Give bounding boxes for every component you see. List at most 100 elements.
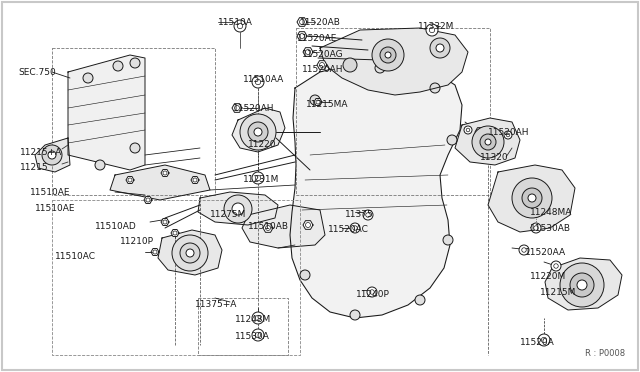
Circle shape	[42, 145, 62, 165]
Circle shape	[443, 235, 453, 245]
Polygon shape	[488, 165, 575, 232]
Text: 11220: 11220	[248, 140, 276, 149]
Circle shape	[504, 131, 512, 139]
Text: 11530AB: 11530AB	[530, 224, 571, 233]
Text: 11520AB: 11520AB	[300, 18, 341, 27]
Polygon shape	[144, 196, 152, 203]
Circle shape	[415, 295, 425, 305]
Circle shape	[172, 235, 208, 271]
Circle shape	[538, 334, 550, 346]
Text: 11530A: 11530A	[235, 332, 270, 341]
Circle shape	[522, 248, 526, 252]
Polygon shape	[290, 62, 462, 318]
Polygon shape	[158, 230, 222, 275]
Polygon shape	[545, 258, 622, 310]
Circle shape	[385, 52, 391, 58]
Circle shape	[48, 151, 56, 159]
Polygon shape	[242, 205, 325, 248]
Text: 11215: 11215	[20, 163, 49, 172]
Circle shape	[173, 231, 177, 235]
Circle shape	[146, 198, 150, 202]
Circle shape	[367, 287, 377, 297]
Circle shape	[531, 223, 541, 233]
Polygon shape	[297, 17, 307, 26]
Circle shape	[554, 264, 558, 268]
Polygon shape	[110, 165, 210, 200]
Circle shape	[255, 332, 260, 338]
Circle shape	[372, 39, 404, 71]
Text: SEC.750: SEC.750	[18, 68, 56, 77]
Circle shape	[240, 114, 276, 150]
Circle shape	[380, 47, 396, 63]
Circle shape	[248, 122, 268, 142]
Circle shape	[153, 250, 157, 254]
Circle shape	[128, 178, 132, 182]
Circle shape	[45, 148, 59, 162]
Text: 11520A: 11520A	[520, 338, 555, 347]
Text: 11510A: 11510A	[218, 18, 253, 27]
Polygon shape	[475, 128, 485, 136]
Polygon shape	[232, 108, 285, 152]
Circle shape	[83, 73, 93, 83]
Circle shape	[305, 222, 310, 228]
Polygon shape	[161, 218, 169, 225]
Circle shape	[531, 207, 541, 217]
Circle shape	[300, 270, 310, 280]
Circle shape	[237, 23, 243, 29]
Polygon shape	[297, 32, 307, 40]
Text: 11520AH: 11520AH	[488, 128, 529, 137]
Circle shape	[430, 83, 440, 93]
Circle shape	[363, 210, 373, 220]
Polygon shape	[314, 99, 322, 106]
Circle shape	[551, 261, 561, 271]
Polygon shape	[303, 221, 313, 229]
Text: 11210P: 11210P	[120, 237, 154, 246]
Circle shape	[252, 76, 264, 88]
Text: 11215M: 11215M	[540, 288, 577, 297]
Circle shape	[234, 106, 239, 110]
Circle shape	[560, 263, 604, 307]
Polygon shape	[191, 177, 199, 183]
Circle shape	[370, 290, 374, 294]
Circle shape	[365, 213, 371, 217]
Circle shape	[232, 203, 244, 215]
Circle shape	[522, 188, 542, 208]
Circle shape	[95, 160, 105, 170]
Text: 11520AE: 11520AE	[297, 34, 337, 43]
Text: 11520AG: 11520AG	[302, 50, 344, 59]
Circle shape	[519, 245, 529, 255]
Circle shape	[477, 129, 483, 135]
Circle shape	[375, 63, 385, 73]
Text: 11510AE: 11510AE	[35, 204, 76, 213]
Text: 11510AD: 11510AD	[95, 222, 137, 231]
Text: 11332M: 11332M	[418, 22, 454, 31]
Polygon shape	[126, 177, 134, 183]
Circle shape	[254, 128, 262, 136]
Polygon shape	[303, 48, 313, 56]
Circle shape	[534, 210, 538, 214]
Circle shape	[49, 152, 55, 158]
Circle shape	[570, 273, 594, 297]
Circle shape	[266, 225, 271, 231]
Circle shape	[234, 20, 246, 32]
Circle shape	[436, 44, 444, 52]
Polygon shape	[151, 248, 159, 256]
Polygon shape	[317, 61, 327, 69]
Polygon shape	[263, 224, 273, 232]
Polygon shape	[320, 28, 468, 95]
Circle shape	[113, 61, 123, 71]
Text: 11240P: 11240P	[356, 290, 390, 299]
Circle shape	[466, 128, 470, 132]
Text: 11520AH: 11520AH	[233, 104, 275, 113]
Text: 11220M: 11220M	[530, 272, 566, 281]
Polygon shape	[455, 118, 520, 165]
Text: 11510AC: 11510AC	[55, 252, 96, 261]
Text: 11320: 11320	[480, 153, 509, 162]
Circle shape	[186, 249, 194, 257]
Text: 11375+A: 11375+A	[195, 300, 237, 309]
Text: 11215MA: 11215MA	[306, 100, 349, 109]
Circle shape	[255, 175, 260, 181]
Circle shape	[447, 135, 457, 145]
Circle shape	[252, 329, 264, 341]
Polygon shape	[232, 104, 242, 112]
